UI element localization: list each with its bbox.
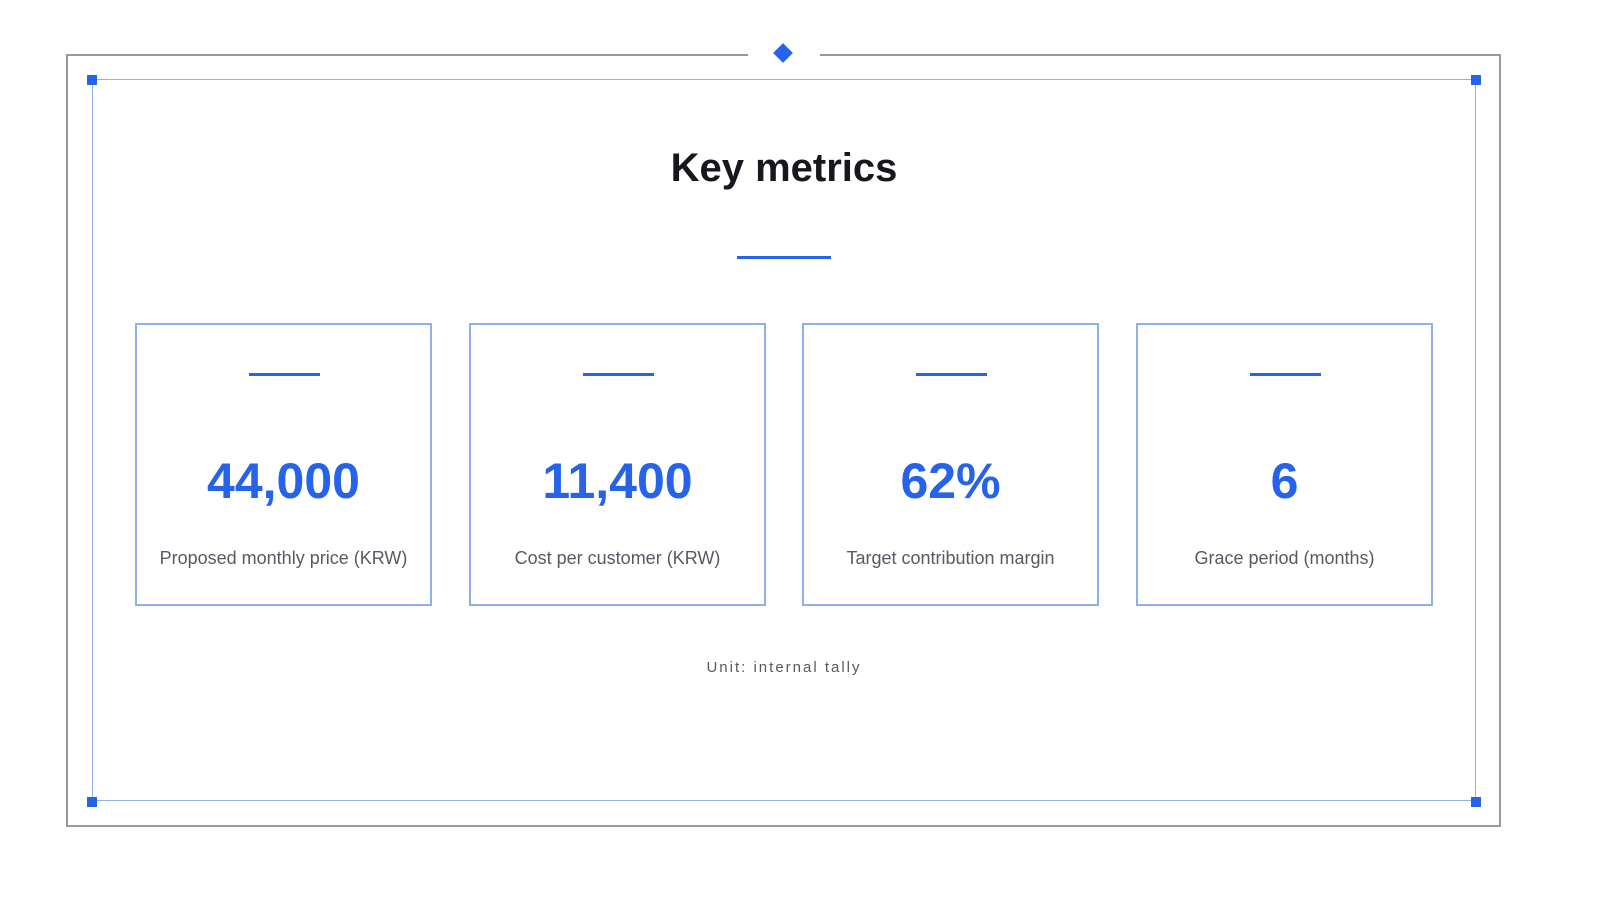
unit-note: Unit: internal tally bbox=[706, 659, 862, 676]
metric-value: 11,400 bbox=[542, 453, 693, 509]
metric-label: Cost per customer (KRW) bbox=[514, 548, 721, 568]
corner-handle-top-left-icon[interactable] bbox=[87, 75, 97, 85]
metric-card-margin: 62% Target contribution margin bbox=[802, 323, 1099, 606]
metric-label: Grace period (months) bbox=[1194, 548, 1375, 568]
card-accent-rule bbox=[249, 373, 320, 376]
title-underline bbox=[737, 256, 831, 259]
metric-label: Proposed monthly price (KRW) bbox=[159, 548, 408, 568]
card-accent-rule bbox=[583, 373, 654, 376]
slide-title: Key metrics bbox=[670, 146, 898, 190]
corner-handle-bottom-left-icon[interactable] bbox=[87, 797, 97, 807]
metric-value: 6 bbox=[1270, 453, 1299, 509]
metric-card-grace-period: 6 Grace period (months) bbox=[1136, 323, 1433, 606]
metric-value: 62% bbox=[900, 453, 1001, 509]
metric-value: 44,000 bbox=[207, 453, 360, 509]
card-accent-rule bbox=[916, 373, 987, 376]
metric-card-price: 44,000 Proposed monthly price (KRW) bbox=[135, 323, 432, 606]
metric-label: Target contribution margin bbox=[846, 548, 1055, 568]
metric-card-cost: 11,400 Cost per customer (KRW) bbox=[469, 323, 766, 606]
card-accent-rule bbox=[1250, 373, 1321, 376]
corner-handle-top-right-icon[interactable] bbox=[1471, 75, 1481, 85]
corner-handle-bottom-right-icon[interactable] bbox=[1471, 797, 1481, 807]
selection-frame bbox=[92, 79, 1476, 801]
